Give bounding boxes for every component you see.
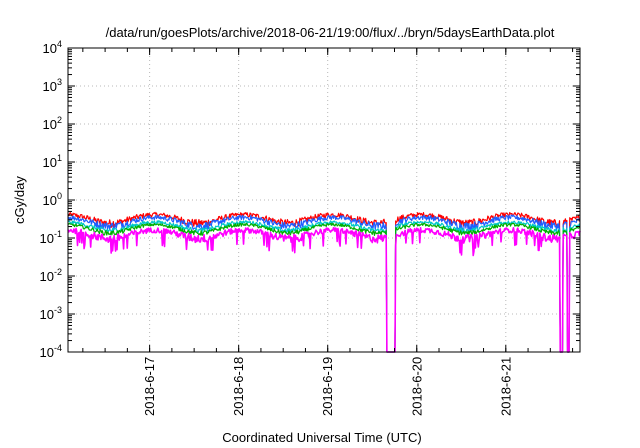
y-tick-label: 10-1 xyxy=(40,229,62,246)
y-axis-label: cGy/day xyxy=(12,176,27,224)
series-line xyxy=(67,222,581,353)
y-tick-label: 102 xyxy=(43,115,62,132)
series-line xyxy=(67,214,581,353)
series-group xyxy=(67,211,581,353)
grid-lines xyxy=(68,48,580,352)
y-tick-label: 100 xyxy=(43,191,62,208)
series-line xyxy=(67,220,581,353)
series-line xyxy=(67,226,581,353)
y-tick-label: 10-3 xyxy=(40,305,62,322)
x-tick-label: 2018-6-21 xyxy=(498,357,513,416)
y-tick-label: 10-2 xyxy=(40,267,62,284)
chart-title: /data/run/goesPlots/archive/2018-06-21/1… xyxy=(106,25,555,40)
y-tick-label: 104 xyxy=(43,39,62,56)
y-tick-label: 103 xyxy=(43,77,62,94)
x-tick-label: 2018-6-18 xyxy=(231,357,246,416)
x-tick-label: 2018-6-17 xyxy=(142,357,157,416)
x-axis: 2018-6-17 2018-6-18 2018-6-19 2018-6-20 2018… xyxy=(82,48,574,416)
y-axis: 10-4 10-3 10-2 10-1 100 101 102 103 104 xyxy=(40,39,580,360)
x-axis-label: Coordinated Universal Time (UTC) xyxy=(222,430,421,445)
x-tick-label: 2018-6-20 xyxy=(409,357,424,416)
x-tick-label: 2018-6-19 xyxy=(320,357,335,416)
y-tick-label: 101 xyxy=(43,153,62,170)
y-tick-label: 10-4 xyxy=(40,343,62,360)
